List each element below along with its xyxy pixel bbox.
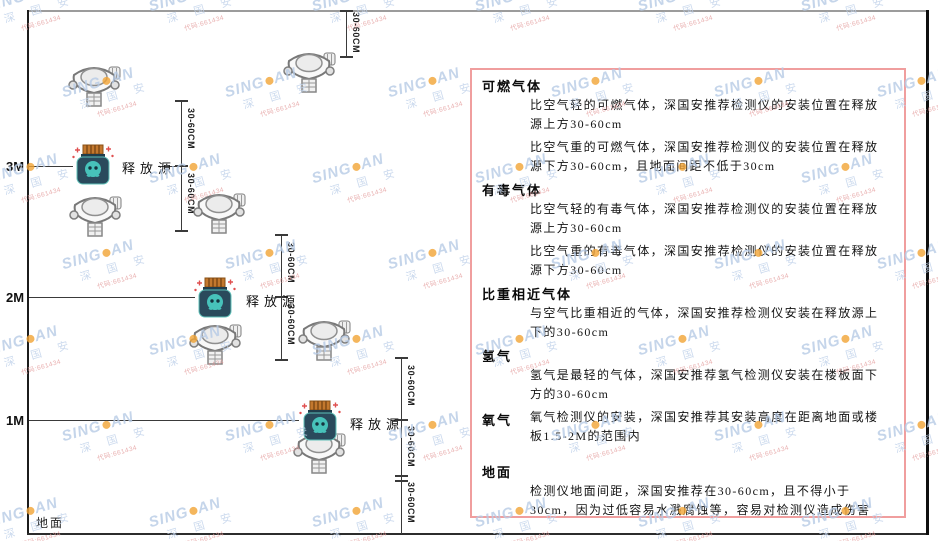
panel-section-similar-density: 比重相近气体 与空气比重相近的气体，深国安推荐检测仪安装在释放源上下的30-60…: [482, 284, 884, 341]
dimension-tick: [340, 10, 353, 12]
watermark-dot-icon: [264, 248, 275, 258]
watermark-dot-icon: [427, 248, 438, 258]
height-line-3m: [29, 166, 73, 167]
section-paragraph: 比空气轻的有毒气体，深国安推荐检测仪的安装位置在释放源上方30-60cm: [530, 202, 879, 235]
ceiling-line: [28, 10, 929, 12]
watermark-dot-icon: [916, 76, 927, 86]
section-title: 地面: [482, 465, 513, 480]
panel-section-toxic: 有毒气体 比空气轻的有毒气体，深国安推荐检测仪的安装位置在释放源上方30-60c…: [482, 180, 884, 279]
dimension-tick: [395, 419, 408, 421]
dimension-tick: [395, 357, 408, 359]
watermark-dot-icon: [427, 420, 438, 430]
release-source-label: 释放源: [350, 417, 405, 432]
watermark-dot-icon: [351, 162, 362, 172]
dimension-label: 30-60CM: [406, 482, 416, 524]
gas-detector-icon: [67, 62, 123, 113]
dimension-label: 30-60CM: [351, 12, 361, 54]
watermark-dot-icon: [188, 506, 199, 516]
left-wall-line: [27, 10, 29, 535]
height-line-2m: [29, 297, 195, 298]
dimension-label: 30-60CM: [286, 242, 296, 284]
section-paragraph: 氢气是最轻的气体，深国安推荐氢气检测仪安装在楼板面下方的30-60cm: [530, 368, 879, 401]
dimension-tick: [275, 296, 288, 298]
section-title: 氢气: [482, 349, 513, 364]
panel-section-hydrogen: 氢气 氢气是最轻的气体，深国安推荐氢气检测仪安装在楼板面下方的30-60cm: [482, 346, 884, 403]
height-mark-3m: 3M: [6, 159, 25, 174]
watermark-dot-icon: [916, 248, 927, 258]
watermark-dot-icon: [188, 162, 199, 172]
dimension-tick: [340, 56, 353, 58]
height-line-3m-extension: [158, 166, 182, 167]
section-title: 可燃气体: [482, 79, 543, 94]
section-paragraph: 比空气轻的可燃气体，深国安推荐检测仪的安装位置在释放源上方30-60cm: [530, 98, 879, 131]
watermark-dot-icon: [101, 420, 112, 430]
info-panel: 可燃气体 比空气轻的可燃气体，深国安推荐检测仪的安装位置在释放源上方30-60c…: [470, 68, 906, 518]
ground-line: [27, 533, 929, 535]
release-source-icon: [71, 144, 115, 191]
dimension-line: [401, 358, 402, 534]
section-paragraph: 检测仪地面间距，深国安推荐在30-60cm，且不得小于30cm，因为过低容易水溅…: [530, 484, 871, 517]
section-paragraph: 氧气检测仪的安装，深国安推荐其安装高度在距离地面或楼板1.5-2M的范围内: [530, 410, 879, 443]
dimension-label: 30-60CM: [186, 108, 196, 150]
height-mark-2m: 2M: [6, 290, 25, 305]
dimension-label: 30-60CM: [406, 426, 416, 468]
panel-section-combustible: 可燃气体 比空气轻的可燃气体，深国安推荐检测仪的安装位置在释放源上方30-60c…: [482, 76, 884, 175]
right-wall-line: [926, 10, 929, 535]
gas-detector-icon: [192, 189, 248, 240]
gas-detector-icon: [297, 316, 353, 367]
height-line-1m: [29, 420, 299, 421]
height-mark-1m: 1M: [6, 413, 25, 428]
dimension-tick: [275, 234, 288, 236]
panel-section-oxygen: 氧气 氧气检测仪的安装，深国安推荐其安装高度在距离地面或楼板1.5-2M的范围内: [482, 408, 884, 450]
dimension-tick: [395, 475, 408, 477]
release-source-icon: [298, 400, 342, 447]
dimension-tick: [175, 165, 188, 167]
dimension-label: 30-60CM: [286, 304, 296, 346]
watermark-dot-icon: [427, 76, 438, 86]
dimension-tick: [175, 230, 188, 232]
dimension-tick: [275, 359, 288, 361]
panel-section-ground: 地面 检测仪地面间距，深国安推荐在30-60cm，且不得小于30cm，因为过低容…: [482, 462, 884, 517]
dimension-tick: [395, 480, 408, 482]
watermark-dot-icon: [101, 248, 112, 258]
dimension-label: 30-60CM: [186, 173, 196, 215]
watermark-dot-icon: [264, 420, 275, 430]
release-source-icon: [193, 277, 237, 324]
watermark-dot-icon: [264, 76, 275, 86]
section-title: 比重相近气体: [482, 287, 573, 302]
gas-detector-icon: [68, 192, 124, 243]
gas-detector-icon: [282, 48, 338, 99]
watermark-dot-icon: [351, 506, 362, 516]
ground-label: 地面: [36, 516, 65, 530]
section-paragraph: 与空气比重相近的气体，深国安推荐检测仪安装在释放源上下的30-60cm: [530, 306, 879, 339]
dimension-label: 30-60CM: [406, 365, 416, 407]
dimension-line: [346, 11, 347, 57]
section-title: 有毒气体: [482, 183, 543, 198]
section-paragraph: 比空气重的有毒气体，深国安推荐检测仪的安装位置在释放源下方30-60cm: [530, 244, 879, 277]
gas-detector-icon: [188, 320, 244, 371]
release-source-label: 释放源: [122, 161, 177, 176]
dimension-tick: [175, 100, 188, 102]
section-title: 氧气: [482, 413, 513, 428]
section-paragraph: 比空气重的可燃气体，深国安推荐检测仪的安装位置在释放源下方30-60cm，且地面…: [530, 140, 879, 173]
watermark-dot-icon: [916, 420, 927, 430]
release-source-label: 释放源: [246, 294, 301, 309]
